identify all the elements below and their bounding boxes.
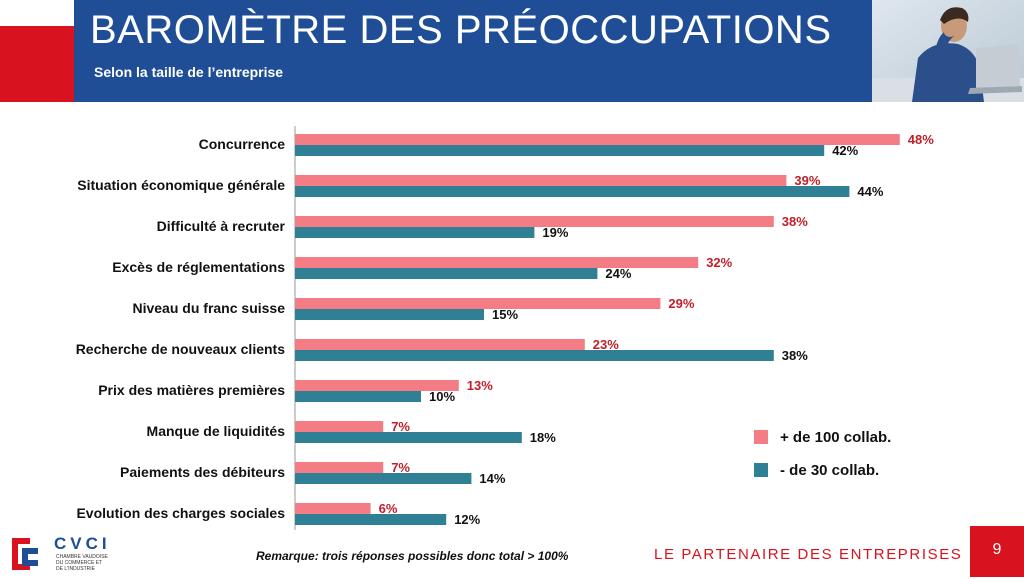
category-label: Paiements des débiteurs [120,464,285,480]
header-blue-band [74,0,872,102]
logo-line-2: DU COMMERCE ET [56,560,103,566]
data-label-small: 18% [530,430,556,445]
data-label-large: 38% [782,214,808,229]
data-label-small: 15% [492,307,518,322]
category-label: Difficulté à recruter [157,218,286,234]
page-number-box: 9 [970,526,1024,577]
tagline: LE PARTENAIRE DES ENTREPRISES [654,546,963,563]
bar-large-companies [295,175,787,186]
data-label-small: 19% [542,225,568,240]
data-label-large: 39% [794,173,820,188]
page-subtitle: Selon la taille de l’entreprise [94,64,284,80]
bar-small-companies [295,391,421,402]
bar-chart: Concurrence 48% 42% Situation économique gé… [76,126,934,530]
bar-large-companies [295,503,371,514]
bar-small-companies [295,186,850,197]
bar-small-companies [295,309,484,320]
data-label-large: 29% [668,296,694,311]
legend-label-large: + de 100 collab. [780,428,892,446]
bar-small-companies [295,473,472,484]
data-label-small: 24% [605,266,631,281]
header-photo [872,0,1024,102]
data-label-large: 32% [706,255,732,270]
header-notch [0,0,74,26]
bar-small-companies [295,514,447,525]
cvci-logo-mark-icon [12,538,38,570]
bar-large-companies [295,339,585,350]
category-label: Evolution des charges sociales [76,505,285,521]
data-label-small: 14% [479,471,505,486]
bar-small-companies [295,227,535,238]
category-label: Niveau du franc suisse [132,300,285,316]
cvci-logo: CVCI CHAMBRE VAUDOISE DU COMMERCE ET DE … [8,534,128,574]
bar-large-companies [295,421,384,432]
bar-small-companies [295,145,825,156]
category-label: Prix des matières premières [98,382,285,398]
remark-note: Remarque: trois réponses possibles donc … [256,549,569,563]
data-label-large: 13% [467,378,493,393]
legend-item-large: + de 100 collab. [754,428,891,446]
header-banner: BAROMÈTRE DES PRÉOCCUPATIONS Selon la ta… [0,0,1024,102]
category-label: Concurrence [199,136,286,152]
data-label-small: 38% [782,348,808,363]
bar-large-companies [295,216,774,227]
bar-large-companies [295,462,384,473]
logo-line-3: DE L'INDUSTRIE [56,566,96,572]
data-label-large: 7% [391,419,410,434]
chart-legend: + de 100 collab. - de 30 collab. [754,428,891,494]
bar-small-companies [295,268,598,279]
data-label-small: 42% [832,143,858,158]
bar-large-companies [295,257,699,268]
bar-large-companies [295,380,459,391]
bar-large-companies [295,134,900,145]
data-label-large: 48% [908,132,934,147]
data-label-large: 23% [593,337,619,352]
bar-small-companies [295,350,774,361]
bar-large-companies [295,298,661,309]
category-label: Situation économique générale [77,177,285,193]
category-label: Manque de liquidités [147,423,286,439]
bar-small-companies [295,432,522,443]
data-label-small: 10% [429,389,455,404]
data-label-small: 44% [857,184,883,199]
legend-swatch-small [754,463,768,477]
logo-name: CVCI [54,534,111,553]
logo-line-1: CHAMBRE VAUDOISE [56,554,108,560]
data-label-large: 7% [391,460,410,475]
category-label: Recherche de nouveaux clients [76,341,286,357]
data-label-large: 6% [379,501,398,516]
legend-swatch-large [754,430,768,444]
page-number: 9 [992,541,1002,558]
data-label-small: 12% [454,512,480,527]
legend-item-small: - de 30 collab. [754,461,891,479]
category-label: Excès de réglementations [112,259,285,275]
legend-label-small: - de 30 collab. [780,461,880,479]
page-title: BAROMÈTRE DES PRÉOCCUPATIONS [90,8,832,52]
